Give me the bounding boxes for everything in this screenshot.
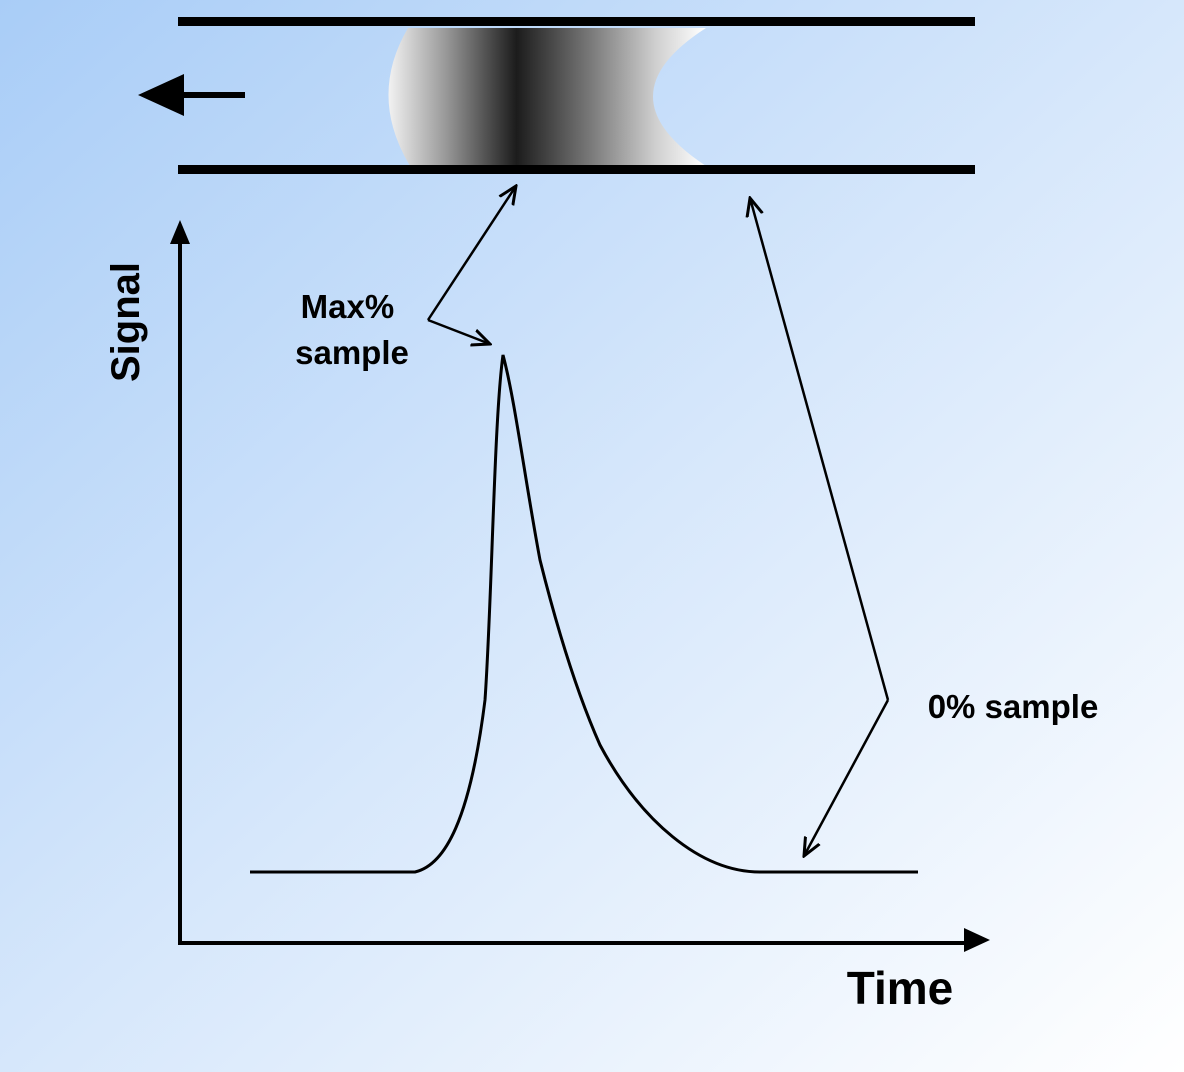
label-line: Max% xyxy=(301,288,395,325)
sample-band xyxy=(388,28,706,166)
y-axis-title: Signal xyxy=(104,262,148,382)
y-axis-arrowhead xyxy=(170,220,190,244)
label-line: sample xyxy=(295,334,409,371)
x-axis-title: Time xyxy=(847,962,954,1014)
signal-curve xyxy=(250,354,918,874)
max-sample-label: Max% sample xyxy=(295,288,409,371)
pointer-arrow xyxy=(804,699,890,856)
tube-wall xyxy=(178,165,975,174)
flow-arrowhead xyxy=(138,74,184,116)
pointer-arrow xyxy=(426,186,516,321)
pointer-arrow xyxy=(750,198,890,701)
zero-sample-label: 0% sample xyxy=(928,688,1099,725)
tube-wall xyxy=(178,17,975,26)
pointer-arrow xyxy=(427,318,490,344)
x-axis-arrowhead xyxy=(964,928,990,952)
